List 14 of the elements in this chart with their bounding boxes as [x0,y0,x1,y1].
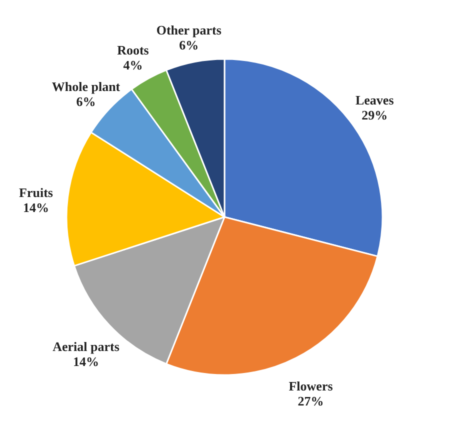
slice-label: Flowers [288,378,333,394]
data-label: 27% [298,393,324,408]
slice-label: Roots [117,42,149,58]
slice-label: Leaves [355,92,394,108]
data-label: 6% [76,94,96,109]
slice-label: Other parts [156,22,222,38]
slice-label: Fruits [19,185,53,200]
data-label: 29% [362,108,388,123]
data-label: 4% [123,58,143,72]
data-label: 14% [72,354,99,370]
slice-label: Aerial parts [52,339,120,354]
data-label: 14% [23,200,49,216]
data-label: 6% [179,37,199,52]
slice-label: Whole plant [52,78,121,94]
